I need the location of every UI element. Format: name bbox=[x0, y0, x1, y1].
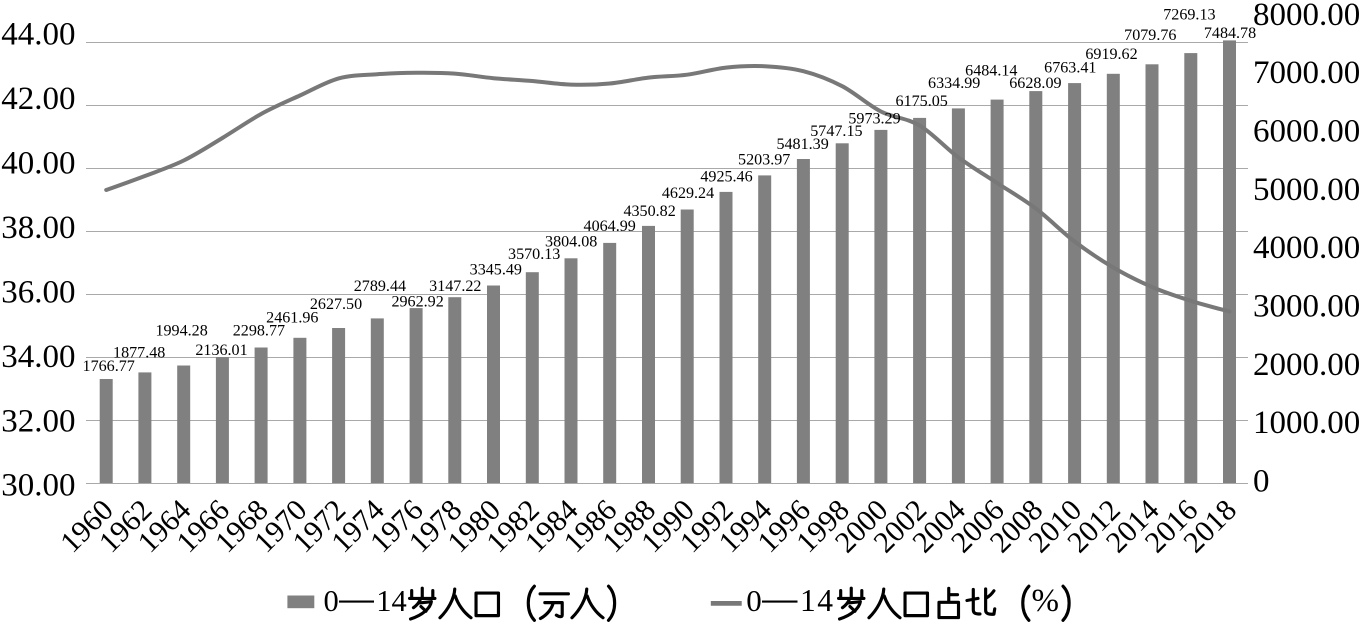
svg-text:6334.99: 6334.99 bbox=[928, 75, 980, 92]
svg-text:5203.97: 5203.97 bbox=[738, 152, 790, 169]
svg-text:1766.77: 1766.77 bbox=[83, 358, 135, 375]
svg-text:2136.01: 2136.01 bbox=[195, 342, 247, 359]
svg-text:0: 0 bbox=[746, 583, 762, 618]
svg-text:38.00: 38.00 bbox=[1, 210, 75, 246]
svg-text:0: 0 bbox=[324, 584, 339, 618]
svg-text:6484.14: 6484.14 bbox=[965, 63, 1017, 80]
svg-text:42.00: 42.00 bbox=[1, 81, 75, 117]
svg-text:5000.00: 5000.00 bbox=[1253, 172, 1360, 208]
svg-text:7269.13: 7269.13 bbox=[1163, 6, 1215, 23]
svg-text:14: 14 bbox=[376, 584, 407, 618]
svg-text:2461.96: 2461.96 bbox=[266, 310, 318, 327]
svg-text:2627.50: 2627.50 bbox=[310, 296, 362, 313]
svg-text:6175.05: 6175.05 bbox=[896, 93, 948, 110]
svg-text:1877.48: 1877.48 bbox=[113, 345, 165, 362]
svg-text:30.00: 30.00 bbox=[1, 468, 75, 504]
svg-text:0: 0 bbox=[1253, 464, 1270, 500]
svg-text:2962.92: 2962.92 bbox=[391, 293, 443, 310]
svg-text:32.00: 32.00 bbox=[1, 403, 75, 439]
svg-text:%: % bbox=[1032, 583, 1060, 619]
svg-text:5973.29: 5973.29 bbox=[848, 111, 900, 128]
svg-text:4925.46: 4925.46 bbox=[700, 168, 752, 185]
svg-text:7079.76: 7079.76 bbox=[1124, 27, 1176, 44]
svg-text:5481.39: 5481.39 bbox=[776, 136, 828, 153]
svg-text:40.00: 40.00 bbox=[1, 146, 75, 182]
svg-text:2789.44: 2789.44 bbox=[354, 278, 406, 295]
svg-text:6763.41: 6763.41 bbox=[1044, 59, 1096, 76]
svg-text:4629.24: 4629.24 bbox=[662, 185, 714, 202]
svg-text:8000.00: 8000.00 bbox=[1253, 0, 1360, 33]
svg-text:3345.49: 3345.49 bbox=[470, 261, 522, 278]
svg-text:34.00: 34.00 bbox=[1, 339, 75, 375]
svg-text:3000.00: 3000.00 bbox=[1253, 289, 1360, 325]
svg-text:7484.78: 7484.78 bbox=[1204, 25, 1256, 42]
svg-text:1000.00: 1000.00 bbox=[1253, 405, 1360, 441]
svg-text:36.00: 36.00 bbox=[1, 274, 75, 310]
svg-text:6919.62: 6919.62 bbox=[1085, 46, 1137, 63]
svg-text:2000.00: 2000.00 bbox=[1253, 347, 1360, 383]
svg-text:3147.22: 3147.22 bbox=[429, 278, 481, 295]
svg-text:4000.00: 4000.00 bbox=[1253, 230, 1360, 266]
svg-text:3570.13: 3570.13 bbox=[508, 246, 560, 263]
svg-text:44.00: 44.00 bbox=[1, 17, 75, 53]
svg-text:6628.09: 6628.09 bbox=[1009, 75, 1061, 92]
svg-text:14: 14 bbox=[800, 583, 835, 618]
svg-text:5747.15: 5747.15 bbox=[810, 123, 862, 140]
svg-text:3804.08: 3804.08 bbox=[545, 233, 597, 250]
svg-text:6000.00: 6000.00 bbox=[1253, 114, 1360, 150]
svg-text:1994.28: 1994.28 bbox=[155, 323, 207, 340]
svg-text:2298.77: 2298.77 bbox=[233, 323, 285, 340]
svg-text:4350.82: 4350.82 bbox=[623, 203, 675, 220]
svg-text:4064.99: 4064.99 bbox=[584, 218, 636, 235]
svg-text:7000.00: 7000.00 bbox=[1253, 55, 1360, 91]
